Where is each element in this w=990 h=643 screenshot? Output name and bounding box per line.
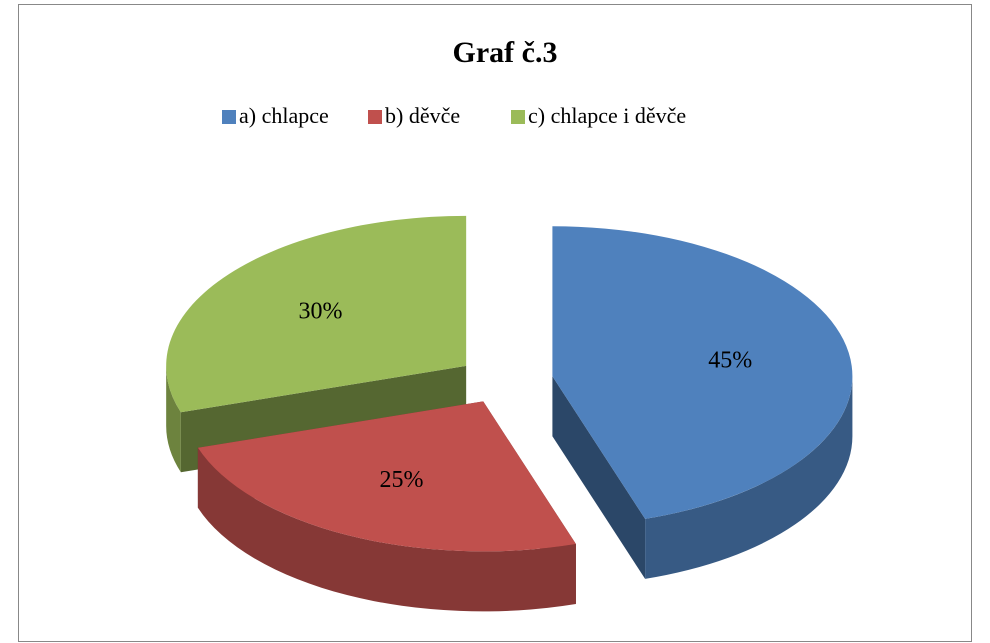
slice: 25% [197, 401, 576, 612]
slice-edge [197, 447, 576, 612]
legend-swatch [511, 110, 525, 124]
slice: 45% [552, 226, 853, 579]
slice-edge [645, 376, 853, 579]
slice-top [166, 215, 467, 413]
legend-label: b) děvče [385, 103, 460, 128]
slice-top [197, 401, 576, 552]
legend-swatch [368, 110, 382, 124]
chart-title: Graf č.3 [453, 36, 558, 69]
legend-label: a) chlapce [239, 103, 329, 128]
data-label: 25% [379, 467, 423, 493]
slice-edge [166, 365, 181, 473]
legend-swatch [222, 110, 236, 124]
legend-label: c) chlapce i děvče [528, 103, 686, 128]
slice-top [552, 226, 853, 519]
slice-side [552, 376, 646, 579]
data-label: 45% [708, 348, 752, 374]
data-label: 30% [299, 298, 343, 324]
